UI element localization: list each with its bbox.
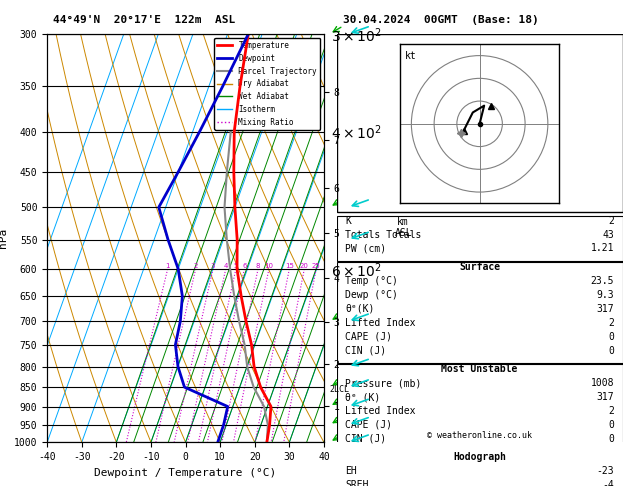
Text: 0: 0 <box>608 331 614 342</box>
Bar <box>337 216 623 260</box>
Text: kt: kt <box>404 51 416 61</box>
Text: θᵉ (K): θᵉ (K) <box>345 392 381 402</box>
Bar <box>337 34 623 211</box>
Text: 25: 25 <box>312 263 321 269</box>
Text: Lifted Index: Lifted Index <box>345 318 416 328</box>
Text: -4: -4 <box>603 480 614 486</box>
Text: 1.21: 1.21 <box>591 243 614 253</box>
Text: K: K <box>345 216 351 226</box>
Text: 20: 20 <box>300 263 309 269</box>
Text: 2LCL: 2LCL <box>330 384 350 394</box>
Text: Hodograph: Hodograph <box>453 452 506 463</box>
Text: CAPE (J): CAPE (J) <box>345 420 392 430</box>
Text: 2: 2 <box>608 216 614 226</box>
Text: 2: 2 <box>194 263 198 269</box>
Bar <box>337 262 623 363</box>
Legend: Temperature, Dewpoint, Parcel Trajectory, Dry Adiabat, Wet Adiabat, Isotherm, Mi: Temperature, Dewpoint, Parcel Trajectory… <box>214 38 320 130</box>
Text: 15: 15 <box>285 263 294 269</box>
Text: 3: 3 <box>211 263 215 269</box>
Text: 2: 2 <box>608 318 614 328</box>
Text: SREH: SREH <box>345 480 369 486</box>
Text: © weatheronline.co.uk: © weatheronline.co.uk <box>427 431 532 440</box>
Text: CAPE (J): CAPE (J) <box>345 331 392 342</box>
Text: Pressure (mb): Pressure (mb) <box>345 378 421 388</box>
Text: 2: 2 <box>608 406 614 416</box>
Text: CIN (J): CIN (J) <box>345 434 386 444</box>
Text: 44°49'N  20°17'E  122m  ASL: 44°49'N 20°17'E 122m ASL <box>53 15 236 25</box>
Text: 0: 0 <box>608 420 614 430</box>
Text: Lifted Index: Lifted Index <box>345 406 416 416</box>
Text: -23: -23 <box>596 467 614 476</box>
Text: 317: 317 <box>596 304 614 314</box>
Text: 4: 4 <box>223 263 228 269</box>
Text: Surface: Surface <box>459 262 500 272</box>
Text: CIN (J): CIN (J) <box>345 346 386 355</box>
Text: Totals Totals: Totals Totals <box>345 229 421 240</box>
Text: 6: 6 <box>242 263 247 269</box>
Text: 30.04.2024  00GMT  (Base: 18): 30.04.2024 00GMT (Base: 18) <box>343 15 538 25</box>
Text: Dewp (°C): Dewp (°C) <box>345 290 398 300</box>
Text: 1: 1 <box>165 263 170 269</box>
Text: Temp (°C): Temp (°C) <box>345 276 398 286</box>
Text: 1008: 1008 <box>591 378 614 388</box>
Text: 0: 0 <box>608 434 614 444</box>
Text: PW (cm): PW (cm) <box>345 243 386 253</box>
Text: EH: EH <box>345 467 357 476</box>
Text: 23.5: 23.5 <box>591 276 614 286</box>
Y-axis label: km
ASL: km ASL <box>394 217 412 238</box>
Text: θᵉ(K): θᵉ(K) <box>345 304 374 314</box>
Text: 8: 8 <box>256 263 260 269</box>
Bar <box>337 452 623 486</box>
Text: 317: 317 <box>596 392 614 402</box>
Y-axis label: hPa: hPa <box>0 228 8 248</box>
X-axis label: Dewpoint / Temperature (°C): Dewpoint / Temperature (°C) <box>94 468 277 478</box>
Text: Most Unstable: Most Unstable <box>442 364 518 374</box>
Bar <box>337 364 623 451</box>
Text: 5: 5 <box>234 263 238 269</box>
Text: 43: 43 <box>603 229 614 240</box>
Text: 10: 10 <box>264 263 274 269</box>
Text: 0: 0 <box>608 346 614 355</box>
Text: 9.3: 9.3 <box>596 290 614 300</box>
